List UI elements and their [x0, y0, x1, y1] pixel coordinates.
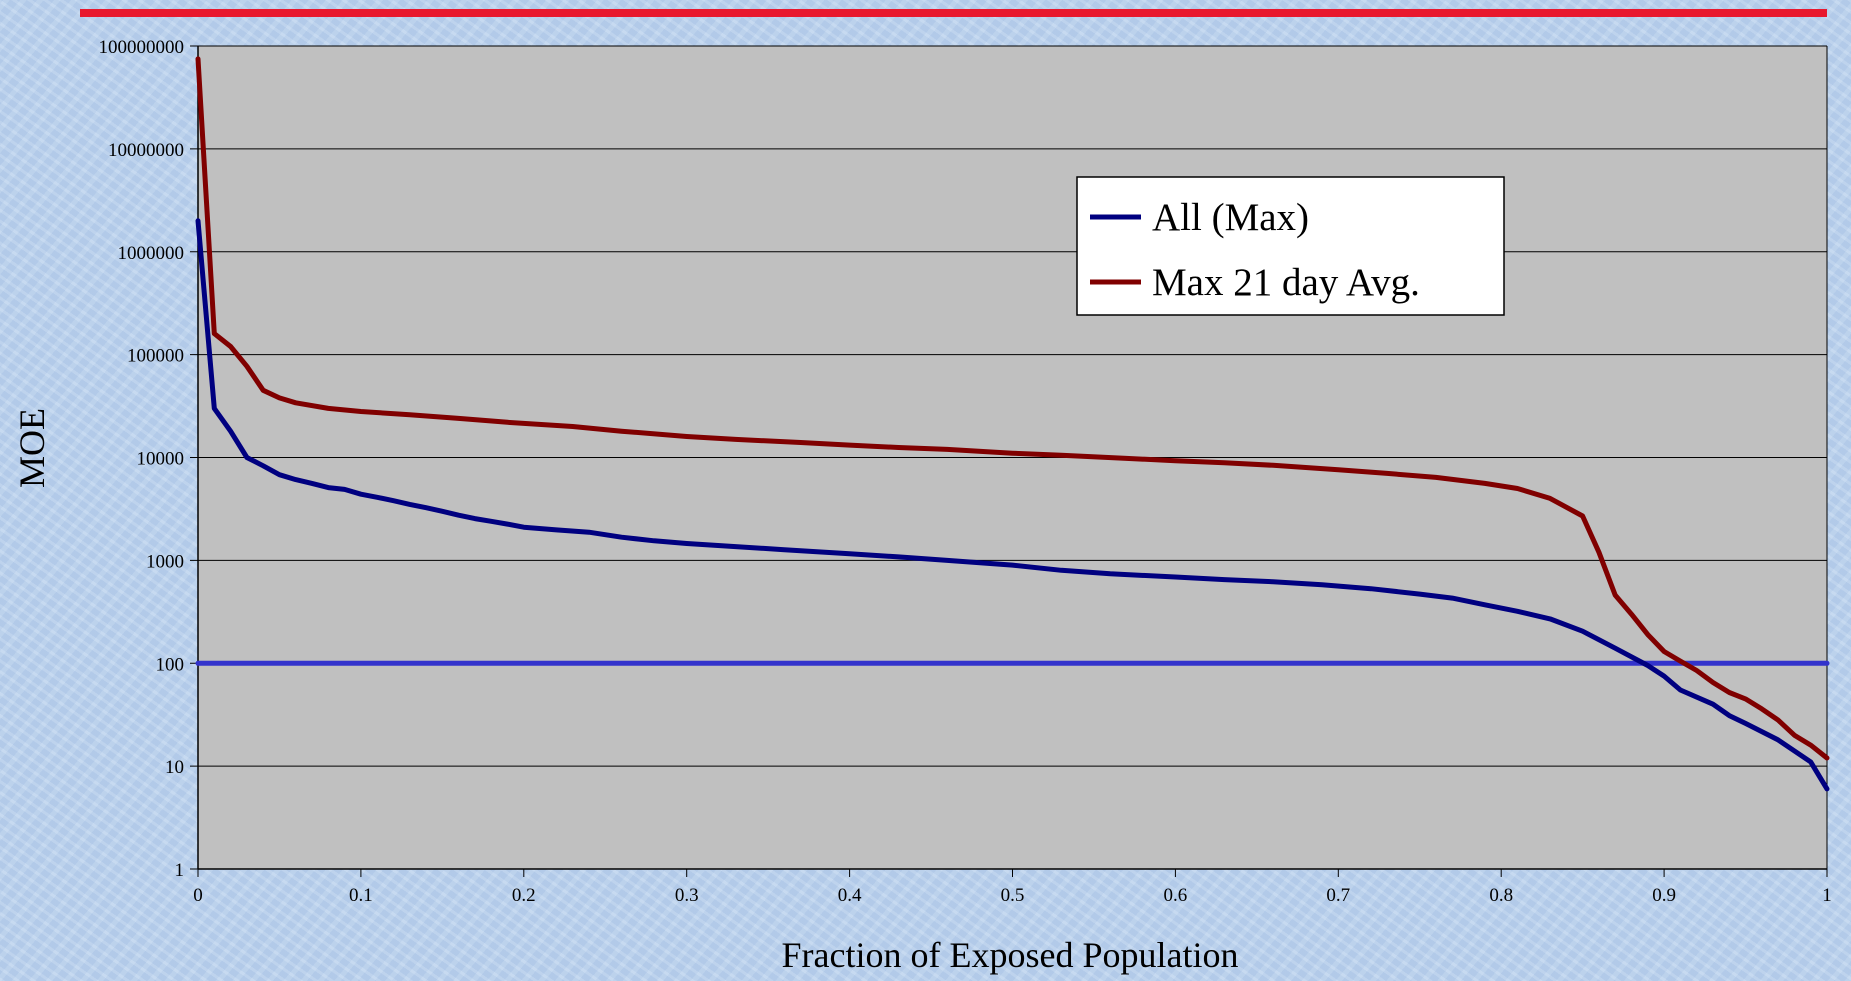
legend-label: All (Max)	[1152, 196, 1309, 239]
y-axis-title: MOE	[12, 408, 52, 488]
x-tick-label: 0.4	[838, 885, 862, 906]
y-tick-label: 1	[175, 860, 185, 881]
series-lines	[195, 56, 1830, 792]
x-tick-label: 0.8	[1489, 885, 1513, 906]
y-tick-label: 10000000	[108, 140, 184, 161]
x-tick-label: 1	[1822, 885, 1832, 906]
x-axis-title: Fraction of Exposed Population	[782, 935, 1239, 975]
y-tick-label: 1000000	[118, 243, 185, 264]
y-tick-label: 100	[156, 654, 185, 675]
x-tick-label: 0.3	[675, 885, 699, 906]
x-tick-label: 0.6	[1164, 885, 1188, 906]
y-tick-label: 100000000	[99, 37, 185, 58]
legend: All (Max) Max 21 day Avg.	[1076, 176, 1505, 316]
legend-box	[1076, 176, 1505, 316]
x-tick-label: 0.2	[512, 885, 536, 906]
x-tick-label: 0.9	[1652, 885, 1676, 906]
x-tick-label: 0	[193, 885, 203, 906]
y-tick-label: 10000	[137, 449, 185, 470]
axes	[190, 45, 1828, 877]
y-tick-label: 1000	[146, 551, 184, 572]
legend-label: Max 21 day Avg.	[1152, 261, 1420, 304]
series-line-all-max	[195, 218, 1830, 792]
x-tick-label: 0.5	[1001, 885, 1025, 906]
x-tick-label: 0.1	[349, 885, 373, 906]
top-rule	[80, 9, 1827, 17]
x-tick-label: 0.7	[1326, 885, 1350, 906]
y-tick-label: 100000	[127, 346, 184, 367]
y-tick-label: 10	[165, 757, 184, 778]
tick-labels: 1000000001000000010000001000001000010001…	[99, 37, 1832, 906]
series-line-max-21-day-avg	[195, 56, 1830, 761]
